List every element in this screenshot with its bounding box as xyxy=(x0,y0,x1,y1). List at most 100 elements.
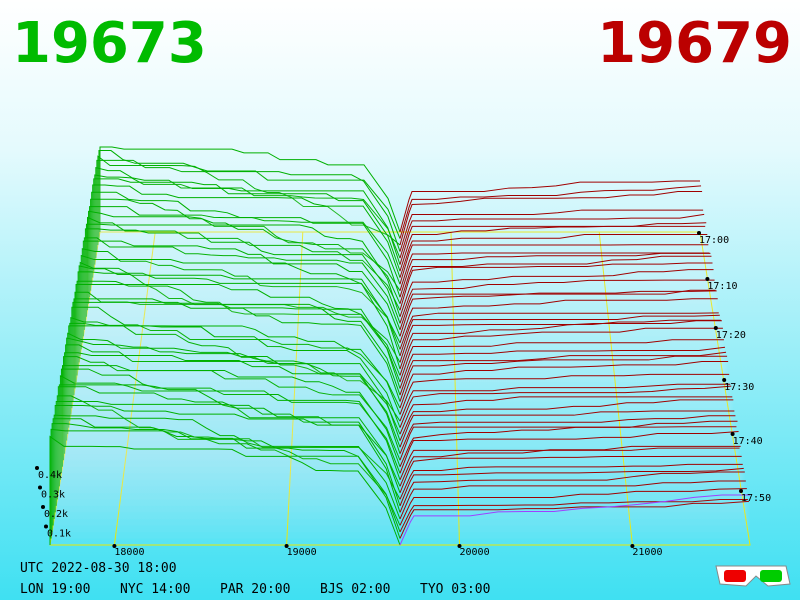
ask-line xyxy=(399,244,709,285)
ask-line xyxy=(399,445,741,487)
ask-line xyxy=(399,430,739,474)
ask-line xyxy=(399,225,706,265)
ask-line xyxy=(399,467,744,507)
ask-line xyxy=(399,355,728,402)
bid-line xyxy=(99,146,401,233)
bid-line xyxy=(54,404,401,513)
tick-dot xyxy=(38,485,42,490)
grid-line xyxy=(450,231,460,546)
grid-line xyxy=(286,231,304,546)
ask-line xyxy=(399,488,747,526)
ask-line xyxy=(399,327,723,376)
ask-line xyxy=(399,255,712,304)
tick-dot xyxy=(730,432,735,436)
ask-line xyxy=(399,209,704,252)
bid-line xyxy=(95,167,401,259)
bid-line xyxy=(50,428,401,539)
ask-line xyxy=(399,500,749,539)
ask-line xyxy=(399,312,719,350)
bid-line xyxy=(53,414,401,520)
bid-line xyxy=(57,386,401,494)
price-label: 20000 xyxy=(460,547,490,558)
tick-dot xyxy=(35,466,39,470)
price-label: 19000 xyxy=(287,547,317,558)
depth-label: 0.4k xyxy=(38,470,62,481)
bid-line xyxy=(82,240,401,337)
bid-line xyxy=(76,280,401,376)
zone-time: PAR 20:00 xyxy=(220,582,290,597)
ask-line xyxy=(399,213,705,259)
bid-line xyxy=(98,150,401,239)
ask-price: 19679 xyxy=(597,11,792,76)
bid-price: 19673 xyxy=(12,11,207,76)
bid-line xyxy=(79,261,401,357)
ask-line xyxy=(399,191,703,246)
price-label: 18000 xyxy=(114,547,144,558)
ask-line xyxy=(399,234,708,278)
bid-line xyxy=(88,210,401,304)
bid-line xyxy=(55,400,401,507)
tick-dot xyxy=(705,277,710,281)
ask-line xyxy=(399,339,724,383)
ask-line xyxy=(399,399,734,441)
labels: 18000 19000 20000 21000 0.4k 0.3k 0.2k 0.1k 17:0… xyxy=(35,231,771,558)
ask-line xyxy=(399,447,740,480)
bid-line xyxy=(59,374,401,480)
bid-line xyxy=(65,344,401,448)
price-label: 21000 xyxy=(632,547,662,558)
bid-line xyxy=(92,184,401,278)
tick-dot xyxy=(739,489,743,493)
bid-line xyxy=(49,435,401,546)
zone-time: BJS 02:00 xyxy=(320,582,390,597)
depth-label: 0.2k xyxy=(44,509,68,520)
zone-time: NYC 14:00 xyxy=(120,582,190,597)
time-zones: LON 19:00 NYC 14:00 PAR 20:00 BJS 02:00 TYO … xyxy=(20,582,490,597)
tick-dot xyxy=(284,544,289,548)
bid-line xyxy=(66,337,401,441)
bid-line xyxy=(91,191,401,285)
tick-dot xyxy=(630,544,635,548)
bid-line xyxy=(68,325,401,428)
ask-line xyxy=(399,252,710,291)
bid-line xyxy=(73,298,401,396)
bid-line xyxy=(71,306,401,409)
ask-line xyxy=(399,298,718,344)
ask-line xyxy=(399,319,721,363)
time-label: 17:20 xyxy=(716,330,746,341)
ask-line xyxy=(399,290,717,337)
ask-line xyxy=(399,420,738,467)
ask-line xyxy=(399,396,733,435)
ask-line xyxy=(399,480,746,520)
bid-line xyxy=(51,423,401,533)
ask-line xyxy=(399,320,722,370)
3d-glasses-icon xyxy=(715,565,791,587)
ask-line xyxy=(399,180,700,233)
ask-line xyxy=(399,252,711,298)
ask-line xyxy=(399,314,720,357)
bid-line xyxy=(75,283,401,383)
ask-line xyxy=(399,383,731,422)
bid-line xyxy=(62,365,401,467)
zone-time: LON 19:00 xyxy=(20,582,90,597)
ask-line xyxy=(399,351,727,396)
depth-label: 0.1k xyxy=(47,529,71,540)
bid-line xyxy=(58,384,401,487)
bid-line xyxy=(77,271,401,370)
tick-dot xyxy=(697,231,701,235)
ask-line xyxy=(399,289,716,330)
tick-dot xyxy=(457,544,462,548)
time-label: 17:10 xyxy=(707,281,737,292)
bid-line xyxy=(64,352,401,454)
ask-line xyxy=(399,499,748,533)
tick-dot xyxy=(112,544,117,548)
ask-line xyxy=(399,185,702,239)
bid-line xyxy=(80,254,401,350)
ask-line xyxy=(399,415,736,454)
ask-line xyxy=(399,410,735,448)
tick-dot xyxy=(44,524,48,529)
ask-line xyxy=(399,373,730,415)
bid-line xyxy=(72,301,401,402)
bid-line xyxy=(85,223,401,317)
